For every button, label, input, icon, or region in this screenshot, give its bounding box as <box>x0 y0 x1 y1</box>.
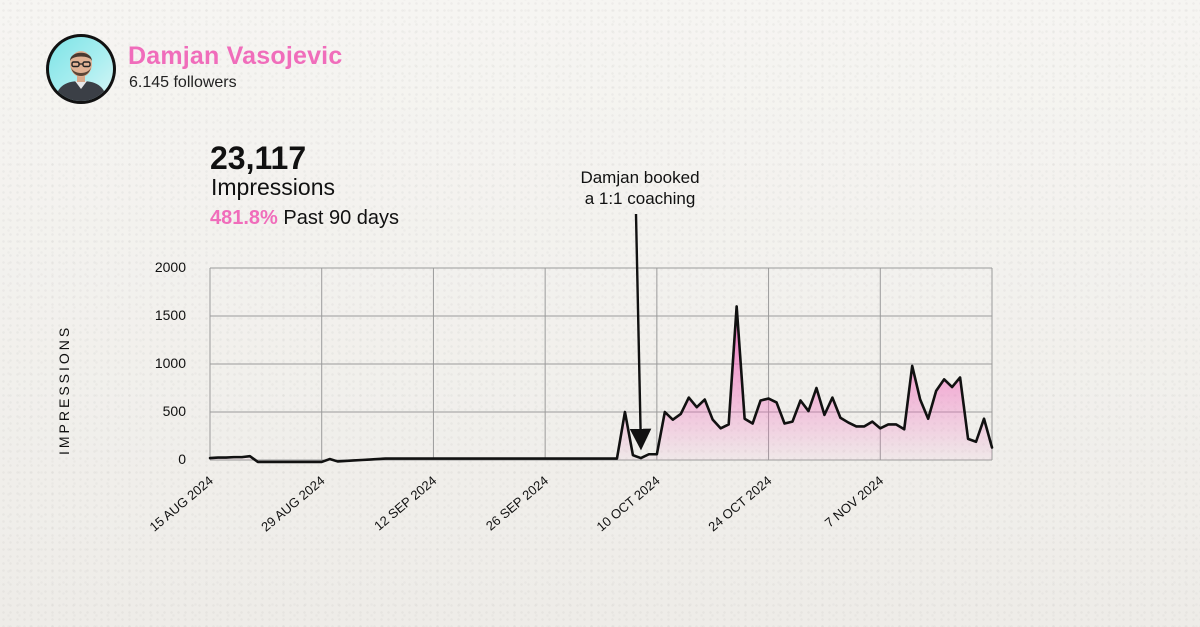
y-tick-label: 0 <box>178 451 186 467</box>
x-tick-label: 29 AUG 2024 <box>258 473 327 535</box>
impressions-series-line <box>208 305 994 464</box>
avatar <box>46 34 116 104</box>
annotation-line-1: Damjan booked <box>580 168 700 187</box>
growth-percent: 481.8% <box>210 207 278 229</box>
chart-annotation: Damjan booked a 1:1 coaching <box>540 167 740 209</box>
x-tick-label: 7 NOV 2024 <box>822 473 886 530</box>
annotation-line-2: a 1:1 coaching <box>584 189 696 208</box>
x-tick-label: 26 SEP 2024 <box>483 473 551 534</box>
y-tick-label: 1500 <box>155 307 186 323</box>
y-tick-label: 2000 <box>155 259 186 275</box>
growth-line: 481.8% Past 90 days <box>210 207 399 230</box>
profile-name: Damjan Vasojevic <box>128 42 343 70</box>
impressions-total: 23,117 <box>210 140 307 176</box>
impressions-area <box>210 306 992 460</box>
follower-count: 6.145 followers <box>129 74 237 91</box>
y-tick-label: 1000 <box>155 355 186 371</box>
x-tick-label: 12 SEP 2024 <box>371 473 439 534</box>
impressions-label: Impressions <box>211 174 335 200</box>
person-icon <box>55 51 107 101</box>
x-tick-label: 10 OCT 2024 <box>594 473 663 535</box>
y-tick-label: 500 <box>163 403 187 419</box>
x-tick-label: 15 AUG 2024 <box>146 473 215 535</box>
annotation-arrow <box>629 213 652 451</box>
growth-period: Past 90 days <box>283 207 400 229</box>
x-tick-label: 24 OCT 2024 <box>705 473 774 535</box>
avatar-photo <box>49 37 113 101</box>
